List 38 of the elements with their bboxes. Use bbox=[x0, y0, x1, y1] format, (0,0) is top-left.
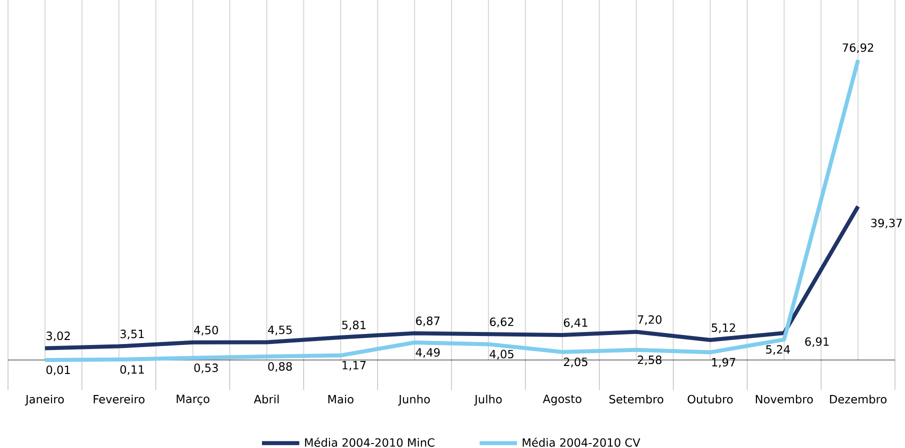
data-label: 4,55 bbox=[268, 326, 292, 336]
x-tick-label: Abril bbox=[254, 394, 279, 404]
legend-label: Média 2004-2010 CV bbox=[522, 438, 640, 447]
x-tick-label: Março bbox=[176, 394, 210, 406]
x-tick-label: Maio bbox=[328, 394, 354, 404]
data-label: 2,05 bbox=[564, 358, 588, 368]
data-label: 0,11 bbox=[120, 365, 144, 375]
data-label: 1,17 bbox=[342, 361, 366, 371]
data-label: 6,91 bbox=[805, 337, 829, 348]
x-tick-label: Setembro bbox=[609, 394, 664, 404]
data-label: 4,05 bbox=[490, 350, 514, 360]
x-tick-label: Agosto bbox=[542, 394, 582, 406]
x-tick-label: Julho bbox=[474, 394, 502, 406]
data-label: 6,87 bbox=[416, 316, 440, 326]
data-label: 0,53 bbox=[194, 364, 218, 374]
legend-label: Média 2004-2010 MinC bbox=[305, 438, 434, 447]
x-tick-label: Junho bbox=[398, 394, 430, 406]
data-label: 1,97 bbox=[712, 358, 736, 368]
x-tick-label: Novembro bbox=[756, 394, 813, 404]
data-label: 7,20 bbox=[638, 315, 662, 325]
data-label: 6,62 bbox=[490, 318, 514, 328]
x-tick-label: Dezembro bbox=[830, 394, 887, 404]
data-label: 3,51 bbox=[120, 330, 144, 340]
data-label: 0,01 bbox=[46, 366, 70, 376]
data-label: 5,24 bbox=[766, 345, 790, 355]
data-label: 39,37 bbox=[871, 218, 902, 228]
data-label: 4,50 bbox=[194, 326, 218, 336]
x-tick-label: Fevereiro bbox=[94, 394, 144, 404]
data-label: 0,88 bbox=[268, 362, 292, 372]
data-label: 2,58 bbox=[638, 356, 662, 366]
data-label: 4,49 bbox=[416, 348, 440, 358]
data-label: 5,81 bbox=[342, 320, 366, 330]
data-label: 6,41 bbox=[564, 318, 588, 328]
x-tick-label: Janeiro bbox=[24, 394, 64, 406]
data-label: 5,12 bbox=[712, 323, 736, 334]
x-tick-label: Outubro bbox=[688, 394, 733, 404]
data-label: 3,02 bbox=[46, 332, 70, 342]
data-label: 76,92 bbox=[842, 43, 874, 54]
